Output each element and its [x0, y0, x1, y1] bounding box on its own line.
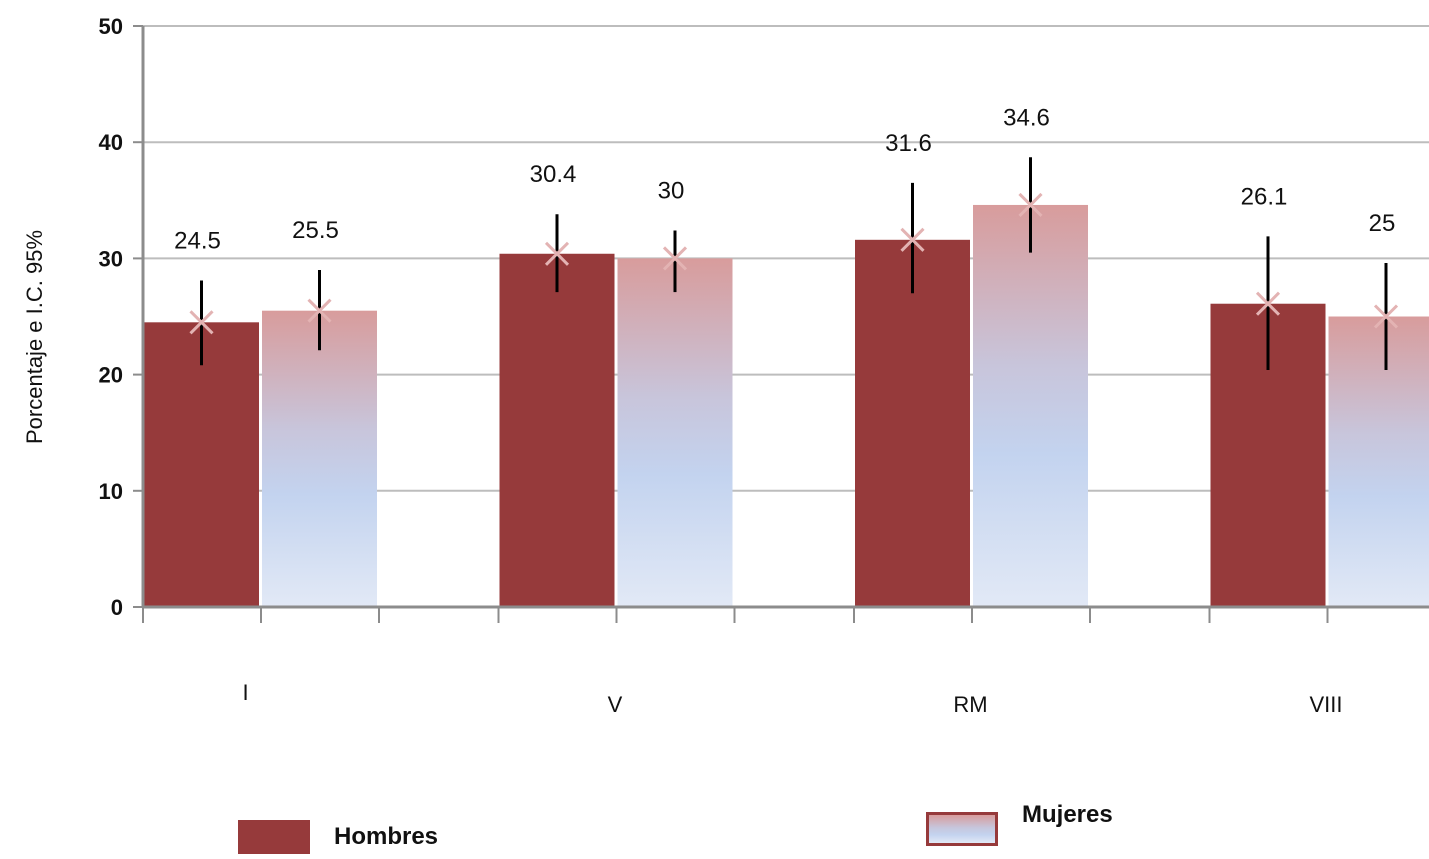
bar-chart: 0 10 20 30 40 50 I V RM VIII 24.5 25.5 30.4 30 31.6 34.… — [22, 14, 1429, 717]
bar-mujeres-rm — [973, 204, 1088, 607]
error-bars — [189, 157, 1399, 370]
point-marker — [900, 227, 925, 252]
y-tick-label-20: 20 — [99, 363, 123, 388]
value-label-hombres-v: 30.4 — [530, 161, 577, 188]
bar-hombres-rm — [855, 239, 970, 608]
legend-swatch-hombres — [238, 820, 310, 854]
legend-swatch-mujeres — [926, 812, 998, 846]
x-tick-label-viii: VIII — [1309, 692, 1342, 717]
point-marker — [1018, 192, 1043, 218]
value-label-hombres-i: 24.5 — [174, 227, 221, 254]
y-tick-label-30: 30 — [99, 246, 123, 271]
y-tick-label-10: 10 — [99, 479, 123, 504]
point-marker — [662, 246, 688, 271]
value-label-mujeres-viii: 25 — [1369, 210, 1396, 237]
bar-mujeres-viii — [1328, 316, 1429, 607]
bar-mujeres-i — [262, 310, 377, 607]
point-marker — [1255, 291, 1281, 316]
x-tick-label-i: I — [242, 680, 248, 705]
axes — [133, 25, 1429, 623]
legend-label-hombres: Hombres — [334, 823, 439, 850]
labels: 0 10 20 30 40 50 I V RM VIII 24.5 25.5 30.4 30 31.6 34.… — [99, 14, 1396, 717]
value-label-hombres-rm: 31.6 — [885, 130, 932, 157]
point-marker — [1373, 304, 1399, 329]
value-label-mujeres-v: 30 — [658, 178, 685, 205]
y-tick-label-50: 50 — [99, 14, 123, 39]
y-axis-label: Porcentaje e I.C. 95% — [22, 230, 47, 444]
value-label-mujeres-rm: 34.6 — [1003, 104, 1050, 131]
legend-item-mujeres: Mujeres — [926, 801, 1113, 846]
x-tick-label-rm: RM — [953, 692, 987, 717]
legend-item-hombres: Hombres — [238, 820, 438, 854]
y-tick-label-0: 0 — [111, 595, 123, 620]
point-marker — [307, 298, 332, 323]
legend-label-mujeres: Mujeres — [1022, 801, 1113, 828]
point-marker — [189, 310, 214, 335]
bar-hombres-v — [499, 253, 615, 607]
y-tick-label-40: 40 — [99, 130, 123, 155]
bars — [144, 204, 1429, 608]
value-label-mujeres-i: 25.5 — [292, 217, 339, 244]
x-tick-label-v: V — [608, 692, 623, 717]
bar-mujeres-v — [617, 258, 733, 607]
point-marker — [544, 241, 570, 266]
value-label-hombres-viii: 26.1 — [1241, 183, 1288, 210]
bar-hombres-i — [144, 322, 259, 607]
